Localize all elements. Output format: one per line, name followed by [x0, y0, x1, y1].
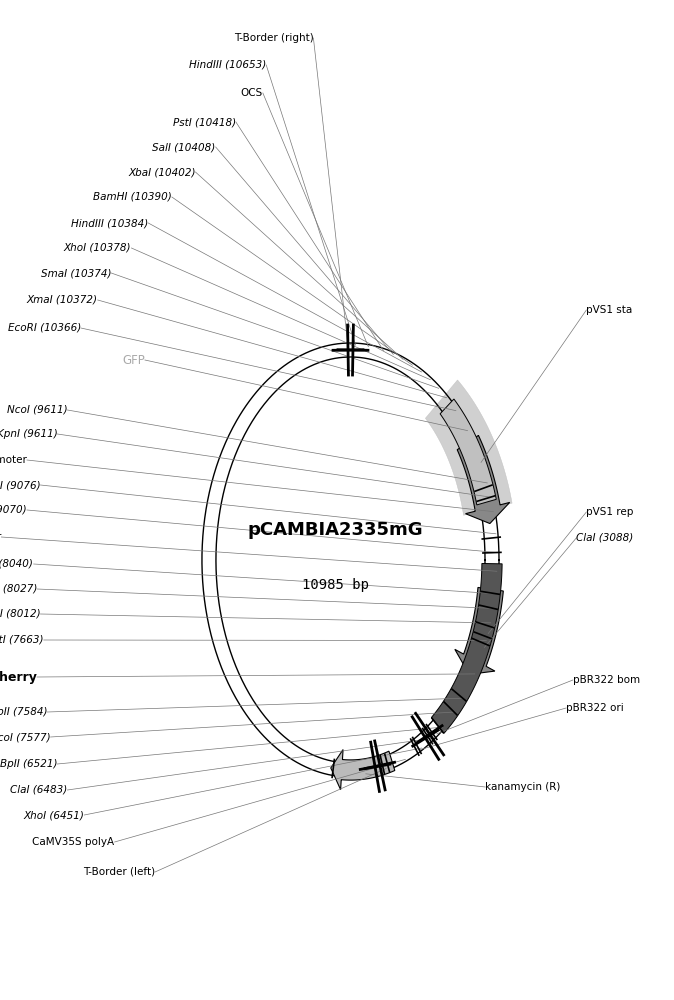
- Text: EcoRI (9070): EcoRI (9070): [0, 505, 27, 515]
- Text: NcoI (9611): NcoI (9611): [7, 405, 67, 415]
- Text: OCS: OCS: [241, 88, 263, 98]
- Text: T-Border (right): T-Border (right): [234, 33, 313, 43]
- Text: BglII (8027): BglII (8027): [0, 584, 37, 594]
- Text: CaMV35S promoter: CaMV35S promoter: [0, 532, 1, 542]
- Text: SmaI (10374): SmaI (10374): [40, 268, 111, 278]
- Text: EcoRI (10366): EcoRI (10366): [7, 323, 81, 333]
- Text: mCherry: mCherry: [0, 670, 37, 684]
- Text: XhoI (8040): XhoI (8040): [0, 559, 34, 569]
- Text: CaMV35S polyA: CaMV35S polyA: [32, 837, 115, 847]
- Text: pVS1 rep: pVS1 rep: [586, 507, 634, 517]
- Text: XhoI (6451): XhoI (6451): [24, 810, 84, 820]
- Polygon shape: [331, 750, 395, 790]
- Text: kanamycin (R): kanamycin (R): [485, 782, 561, 792]
- Text: GFP: GFP: [122, 354, 145, 366]
- Text: BpII (6521): BpII (6521): [0, 759, 57, 769]
- Text: BamHI (10390): BamHI (10390): [93, 192, 172, 202]
- Text: KpnI (9611): KpnI (9611): [0, 429, 57, 439]
- Text: HindIII (10653): HindIII (10653): [189, 60, 266, 70]
- Text: CaMV35S Promoter: CaMV35S Promoter: [0, 455, 27, 465]
- Polygon shape: [440, 399, 496, 505]
- Text: NcoI (8012): NcoI (8012): [0, 609, 40, 619]
- Polygon shape: [455, 587, 503, 674]
- Text: NcoI (7577): NcoI (7577): [0, 732, 51, 742]
- Text: XbaI (10402): XbaI (10402): [128, 167, 195, 177]
- Text: pBR322 ori: pBR322 ori: [566, 703, 624, 713]
- Text: pBR322 bom: pBR322 bom: [573, 675, 640, 685]
- Text: ClaI (6483): ClaI (6483): [10, 785, 67, 795]
- Text: XmaI (10372): XmaI (10372): [27, 295, 98, 305]
- Text: pCAMBIA2335mG: pCAMBIA2335mG: [247, 521, 423, 539]
- Polygon shape: [425, 380, 512, 515]
- Text: HindIII (10384): HindIII (10384): [71, 218, 148, 228]
- Text: PstI (7663): PstI (7663): [0, 635, 44, 645]
- Polygon shape: [457, 435, 510, 524]
- Text: ClaI (3088): ClaI (3088): [576, 533, 634, 543]
- Text: T-Border (left): T-Border (left): [83, 867, 155, 877]
- Text: PstI (10418): PstI (10418): [173, 117, 236, 127]
- Text: pVS1 sta: pVS1 sta: [586, 305, 633, 315]
- Text: 10985 bp: 10985 bp: [302, 578, 369, 592]
- Text: SalI (10408): SalI (10408): [152, 142, 216, 152]
- Text: XhoI (10378): XhoI (10378): [64, 243, 131, 253]
- Polygon shape: [431, 563, 502, 733]
- Text: NcoI (9076): NcoI (9076): [0, 480, 40, 490]
- Text: BpII (7584): BpII (7584): [0, 707, 47, 717]
